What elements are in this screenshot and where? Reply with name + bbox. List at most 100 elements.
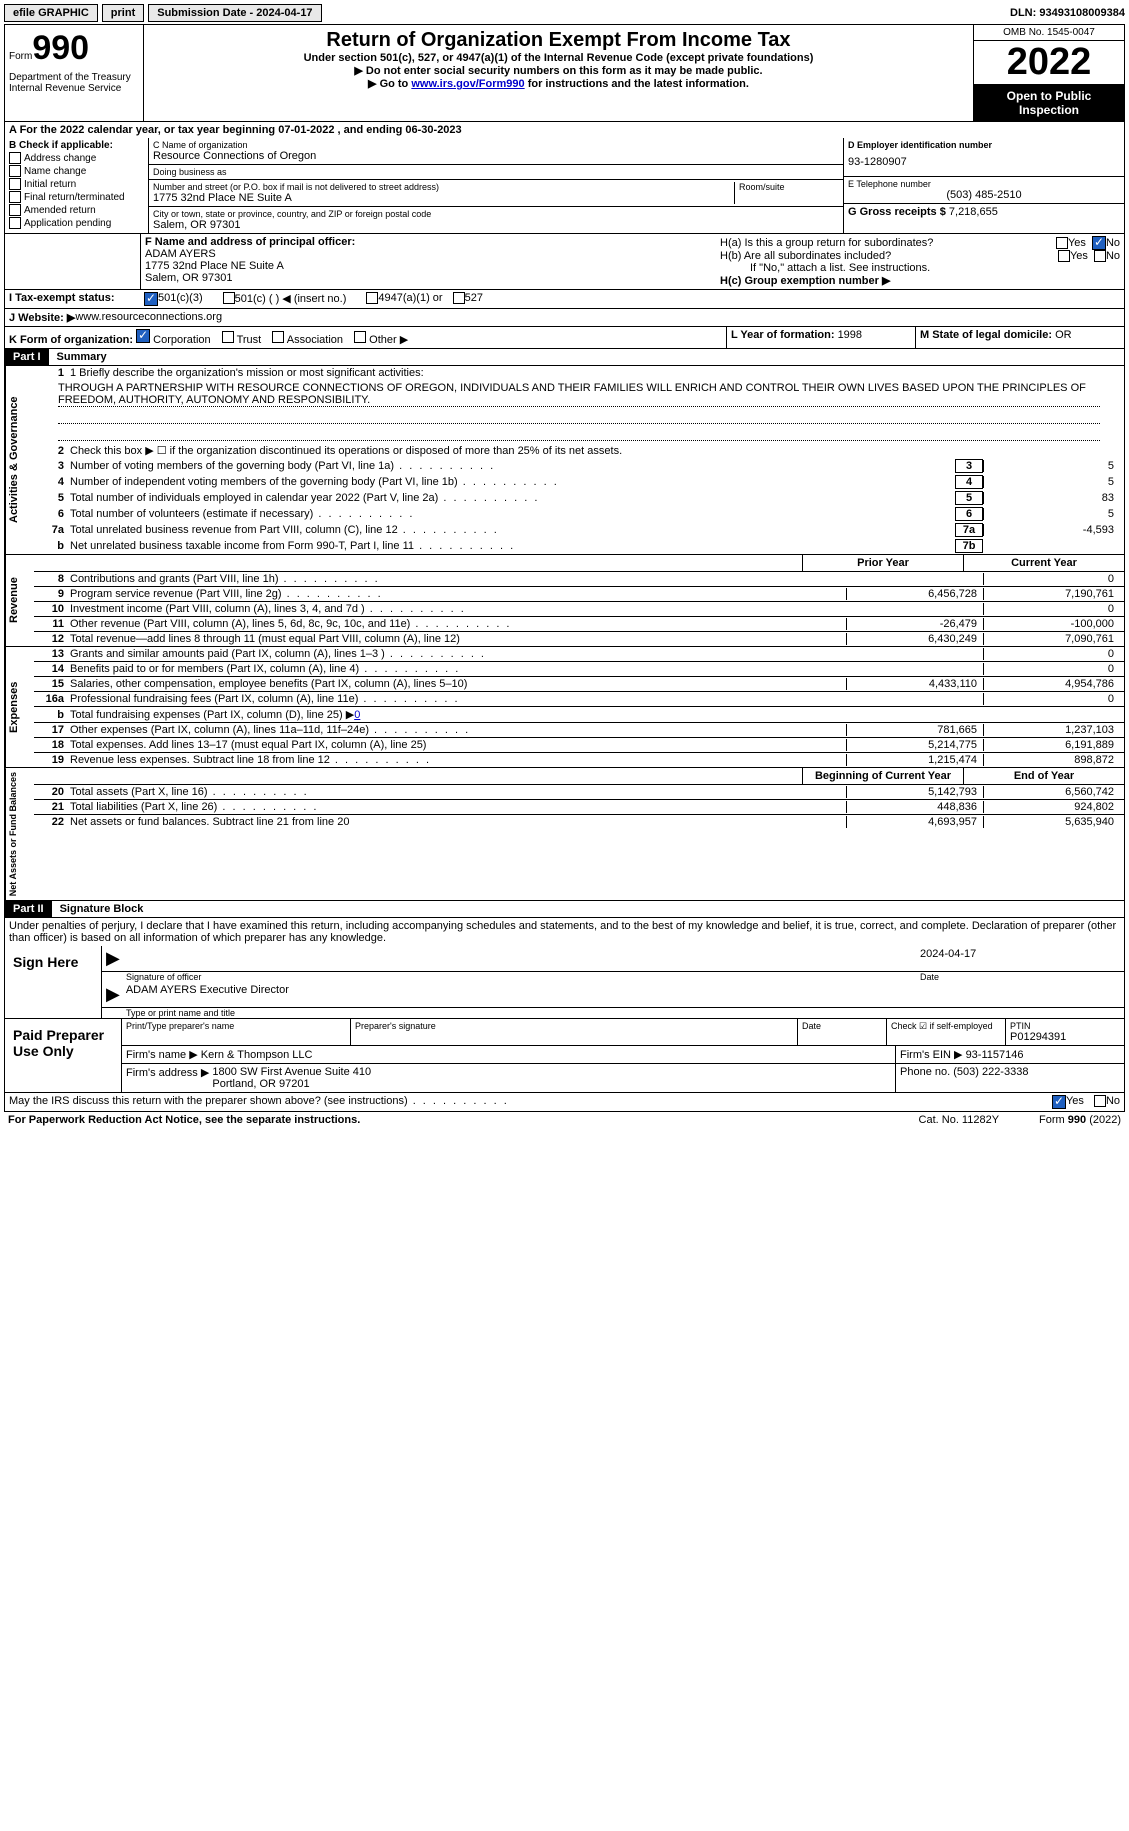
line17-prior: 781,665 <box>846 724 983 736</box>
chk-527[interactable] <box>453 292 465 304</box>
room-label: Room/suite <box>739 182 839 192</box>
chk-association[interactable] <box>272 331 284 343</box>
chk-trust[interactable] <box>222 331 234 343</box>
line-num: 14 <box>38 663 70 675</box>
line18-prior: 5,214,775 <box>846 739 983 751</box>
opt-assoc: Association <box>287 334 343 346</box>
m-label: M State of legal domicile: <box>920 329 1055 341</box>
hdr-beginning: Beginning of Current Year <box>802 768 963 784</box>
discuss-row: May the IRS discuss this return with the… <box>4 1093 1125 1112</box>
line3-box: 3 <box>955 459 983 473</box>
line-num: 17 <box>38 724 70 736</box>
chk-amended-return[interactable]: Amended return <box>9 204 144 216</box>
header-mid: Return of Organization Exempt From Incom… <box>144 25 974 121</box>
form-header: Form 990 Department of the Treasury Inte… <box>4 24 1125 122</box>
line10-text: Investment income (Part VIII, column (A)… <box>70 603 846 615</box>
chk-other[interactable] <box>354 331 366 343</box>
form-subtitle: Under section 501(c), 527, or 4947(a)(1)… <box>148 52 969 64</box>
line16b-text: Total fundraising expenses (Part IX, col… <box>70 708 846 721</box>
line7b-box: 7b <box>955 539 983 553</box>
date-label: Date <box>920 972 1120 982</box>
chk-initial-return[interactable]: Initial return <box>9 178 144 190</box>
tax-year: 2022 <box>974 41 1124 85</box>
section-m: M State of legal domicile: OR <box>916 327 1124 348</box>
ha-yes-checkbox[interactable] <box>1056 237 1068 249</box>
line22-end: 5,635,940 <box>983 816 1120 828</box>
paid-preparer-block: Paid Preparer Use Only Print/Type prepar… <box>4 1019 1125 1093</box>
line19-text: Revenue less expenses. Subtract line 18 … <box>70 754 846 766</box>
discuss-no-checkbox[interactable] <box>1094 1095 1106 1107</box>
line21-begin: 448,836 <box>846 801 983 813</box>
officer-name-title: ADAM AYERS Executive Director <box>126 984 289 1005</box>
arrow-icon: ▶ <box>106 984 120 1005</box>
line7b-text: Net unrelated business taxable income fr… <box>70 540 955 552</box>
line-num: 10 <box>38 603 70 615</box>
section-l: L Year of formation: 1998 <box>727 327 916 348</box>
street-address: 1775 32nd Place NE Suite A <box>153 192 734 204</box>
line9-prior: 6,456,728 <box>846 588 983 600</box>
tax-exempt-label: I Tax-exempt status: <box>9 292 144 306</box>
line5-box: 5 <box>955 491 983 505</box>
line-num: 12 <box>38 633 70 645</box>
part2-header: Part II Signature Block <box>4 901 1125 918</box>
chk-corporation[interactable] <box>136 329 150 343</box>
line-num: 8 <box>38 573 70 585</box>
line20-text: Total assets (Part X, line 16) <box>70 786 846 798</box>
line-num: 11 <box>38 618 70 630</box>
officer-addr2: Salem, OR 97301 <box>145 272 712 284</box>
part2-title: Signature Block <box>52 901 152 917</box>
line19-current: 898,872 <box>983 754 1120 766</box>
prep-check-hdr: Check ☑ if self-employed <box>887 1019 1006 1045</box>
line21-text: Total liabilities (Part X, line 26) <box>70 801 846 813</box>
no-label: No <box>1106 250 1120 262</box>
fundraising-link[interactable]: 0 <box>354 709 360 721</box>
no-label: No <box>1106 1095 1120 1109</box>
phone-label: E Telephone number <box>848 179 1120 189</box>
efile-button[interactable]: efile GRAPHIC <box>4 4 98 22</box>
irs-link[interactable]: www.irs.gov/Form990 <box>411 78 524 90</box>
line-num: b <box>38 709 70 721</box>
section-c: C Name of organization Resource Connecti… <box>149 138 843 233</box>
chk-final-return[interactable]: Final return/terminated <box>9 191 144 203</box>
line6-text: Total number of volunteers (estimate if … <box>70 508 955 520</box>
discuss-yes-checkbox[interactable] <box>1052 1095 1066 1109</box>
print-button[interactable]: print <box>102 4 144 22</box>
hc-label: H(c) Group exemption number ▶ <box>720 274 1120 287</box>
hdr-end: End of Year <box>963 768 1124 784</box>
vlabel-expenses: Expenses <box>5 647 34 767</box>
ha-no-checkbox[interactable] <box>1092 236 1106 250</box>
line-num: 22 <box>38 816 70 828</box>
chk-name-change[interactable]: Name change <box>9 165 144 177</box>
vlabel-activities: Activities & Governance <box>5 366 34 554</box>
chk-address-change[interactable]: Address change <box>9 152 144 164</box>
paid-preparer-label: Paid Preparer Use Only <box>5 1019 122 1092</box>
line-num: 13 <box>38 648 70 660</box>
line12-current: 7,090,761 <box>983 633 1120 645</box>
section-bcdeg: B Check if applicable: Address change Na… <box>4 138 1125 234</box>
website-label: J Website: ▶ <box>9 311 75 324</box>
line2-text: Check this box ▶ ☐ if the organization d… <box>70 444 1120 457</box>
dln-value: 93493108009384 <box>1039 7 1125 19</box>
ptin-hdr: PTIN <box>1010 1021 1120 1031</box>
line-num: 18 <box>38 739 70 751</box>
chk-501c[interactable] <box>223 292 235 304</box>
line5-val: 83 <box>983 492 1120 504</box>
header-left: Form 990 Department of the Treasury Inte… <box>5 25 144 121</box>
firm-ein-value: 93-1157146 <box>966 1049 1024 1061</box>
sign-date-value: 2024-04-17 <box>920 948 1120 969</box>
submission-date-button[interactable]: Submission Date - 2024-04-17 <box>148 4 321 22</box>
chk-501c3[interactable] <box>144 292 158 306</box>
submission-date-value: 2024-04-17 <box>256 7 312 19</box>
firm-name: Kern & Thompson LLC <box>201 1049 313 1061</box>
chk-4947[interactable] <box>366 292 378 304</box>
line22-begin: 4,693,957 <box>846 816 983 828</box>
tax-year-begin: 07-01-2022 <box>278 124 334 136</box>
line16a-current: 0 <box>983 693 1120 705</box>
chk-label: Address change <box>24 153 96 164</box>
pra-notice: For Paperwork Reduction Act Notice, see … <box>8 1114 919 1126</box>
hb-yes-checkbox[interactable] <box>1058 250 1070 262</box>
line9-current: 7,190,761 <box>983 588 1120 600</box>
state-domicile: OR <box>1055 329 1072 341</box>
hb-no-checkbox[interactable] <box>1094 250 1106 262</box>
chk-application-pending[interactable]: Application pending <box>9 217 144 229</box>
